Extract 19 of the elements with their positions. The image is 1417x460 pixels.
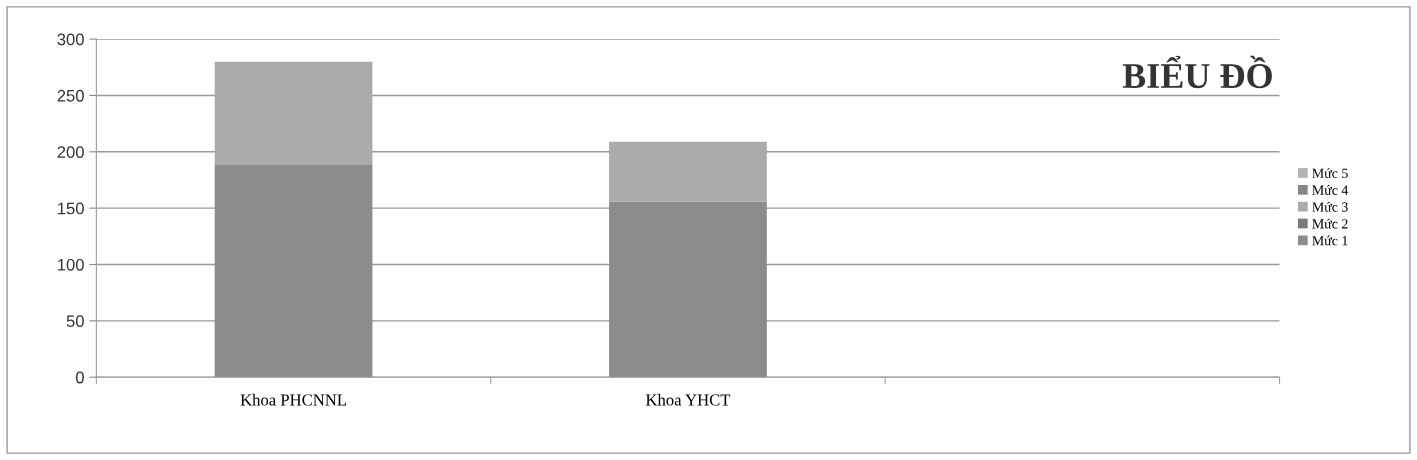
x-tick-label: Khoa PHCNNL bbox=[240, 393, 347, 406]
y-tick-label: 200 bbox=[57, 146, 84, 158]
bar bbox=[214, 61, 373, 165]
x-tick-label: Khoa YHCT bbox=[645, 393, 731, 406]
y-tick-label: 0 bbox=[75, 371, 84, 384]
y-tick-label: 100 bbox=[58, 258, 84, 271]
bar bbox=[609, 141, 767, 202]
legend-label: Mức 2 bbox=[1312, 218, 1348, 229]
chart-title: BIỂU ĐỒ bbox=[1122, 55, 1272, 89]
bar bbox=[609, 201, 767, 378]
legend-label: Mức 3 bbox=[1312, 201, 1348, 212]
bar bbox=[214, 164, 373, 378]
legend-label: Mức 4 bbox=[1312, 185, 1349, 195]
legend-label: Mức 1 bbox=[1312, 235, 1348, 246]
y-tick-label: 300 bbox=[57, 33, 84, 46]
legend-label: Mức 5 bbox=[1312, 168, 1348, 178]
y-tick-label: 250 bbox=[57, 89, 84, 102]
y-tick-label: 150 bbox=[58, 202, 84, 215]
y-tick-label: 50 bbox=[66, 315, 84, 328]
